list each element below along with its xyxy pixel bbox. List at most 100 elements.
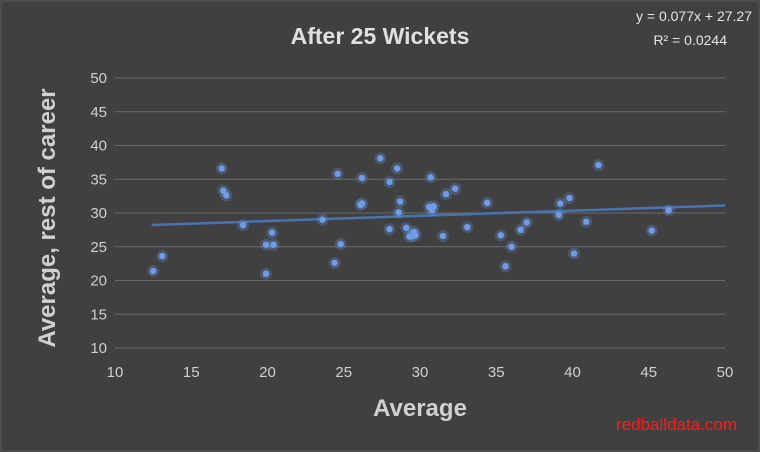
x-tick-label: 50: [717, 364, 734, 381]
data-point: [520, 216, 533, 229]
data-point-marker: [557, 200, 564, 207]
data-point: [424, 171, 437, 184]
data-point: [237, 219, 250, 232]
data-point-marker: [319, 216, 326, 223]
data-point: [147, 265, 160, 278]
x-tick-label: 15: [183, 364, 200, 381]
data-point-marker: [427, 174, 434, 181]
x-tick-label: 10: [107, 364, 124, 381]
data-point: [505, 240, 518, 253]
trendline-equation: y = 0.077x + 27.27: [636, 8, 752, 24]
data-point: [494, 229, 507, 242]
trendline-r-squared: R² = 0.0244: [653, 32, 727, 48]
data-point-marker: [396, 198, 404, 205]
y-tick-label: 50: [90, 70, 107, 87]
data-point-marker: [220, 187, 227, 194]
data-point: [662, 204, 675, 217]
data-point-marker: [566, 194, 573, 202]
data-point-marker: [218, 165, 225, 172]
data-point: [383, 223, 396, 236]
data-point-marker: [386, 226, 393, 233]
data-point: [427, 200, 440, 213]
data-point-marker: [502, 263, 509, 270]
y-tick-label: 35: [90, 171, 107, 188]
data-point: [645, 224, 658, 237]
data-point: [394, 195, 407, 208]
data-point: [331, 167, 344, 180]
data-point: [592, 159, 605, 172]
data-point: [409, 229, 422, 242]
data-point: [554, 197, 567, 210]
data-point: [400, 221, 413, 234]
data-point-marker: [262, 241, 270, 248]
y-tick-label: 30: [90, 205, 107, 222]
y-tick-label: 15: [90, 306, 107, 323]
data-point-marker: [430, 203, 437, 210]
x-tick-label: 35: [488, 364, 505, 381]
data-point: [568, 247, 581, 260]
data-point-marker: [464, 223, 471, 231]
data-point: [499, 260, 512, 273]
data-point-marker: [555, 211, 562, 219]
data-point-marker: [159, 253, 166, 260]
data-point-marker: [508, 243, 515, 250]
data-point: [259, 267, 272, 280]
data-point-marker: [393, 165, 401, 172]
trendline-layer: [151, 204, 726, 227]
data-point-marker: [239, 221, 247, 229]
data-point: [481, 196, 494, 209]
data-point-marker: [149, 267, 157, 275]
data-point: [316, 213, 329, 226]
data-point-marker: [223, 192, 230, 199]
data-point-marker: [451, 185, 459, 192]
data-point-marker: [358, 174, 366, 182]
x-tick-label: 40: [564, 364, 581, 381]
data-point-marker: [595, 161, 602, 169]
data-point: [356, 197, 369, 210]
y-tick-label: 25: [90, 239, 107, 256]
data-point: [156, 250, 169, 263]
data-point-marker: [665, 207, 672, 214]
data-point: [215, 162, 228, 175]
x-tick-label: 25: [335, 364, 352, 381]
data-point: [220, 189, 233, 202]
x-axis-title: Average: [373, 395, 467, 422]
data-point: [328, 256, 341, 269]
data-point-marker: [377, 155, 384, 162]
data-point-marker: [270, 241, 277, 248]
data-point-marker: [497, 232, 505, 239]
data-point: [392, 206, 405, 219]
data-point: [259, 238, 272, 251]
data-points: [147, 152, 675, 280]
data-point: [449, 182, 462, 195]
data-point-marker: [517, 226, 524, 234]
data-point: [374, 152, 387, 165]
data-point: [356, 171, 369, 184]
data-point-marker: [648, 227, 655, 234]
data-point-marker: [262, 270, 270, 277]
data-point: [266, 226, 279, 239]
grid-lines: [115, 77, 725, 349]
x-tick-label: 20: [259, 364, 276, 381]
y-tick-label: 20: [90, 273, 107, 290]
y-tick-label: 45: [90, 104, 107, 121]
x-tick-label: 45: [640, 364, 657, 381]
data-point-marker: [395, 209, 402, 216]
data-point: [267, 238, 280, 251]
data-point: [383, 175, 396, 188]
data-point-marker: [583, 218, 590, 225]
data-point-marker: [331, 259, 338, 267]
watermark-text: redballdata.com: [616, 415, 737, 434]
y-tick-label: 10: [90, 340, 107, 357]
data-point: [580, 215, 593, 228]
data-point-marker: [403, 224, 410, 232]
data-point: [439, 188, 452, 201]
data-point-marker: [570, 250, 578, 257]
y-axis-title: Average, rest of career: [34, 88, 61, 347]
data-point-marker: [358, 200, 366, 207]
data-point-marker: [268, 229, 276, 236]
data-point-marker: [483, 199, 491, 207]
data-point: [563, 192, 576, 205]
